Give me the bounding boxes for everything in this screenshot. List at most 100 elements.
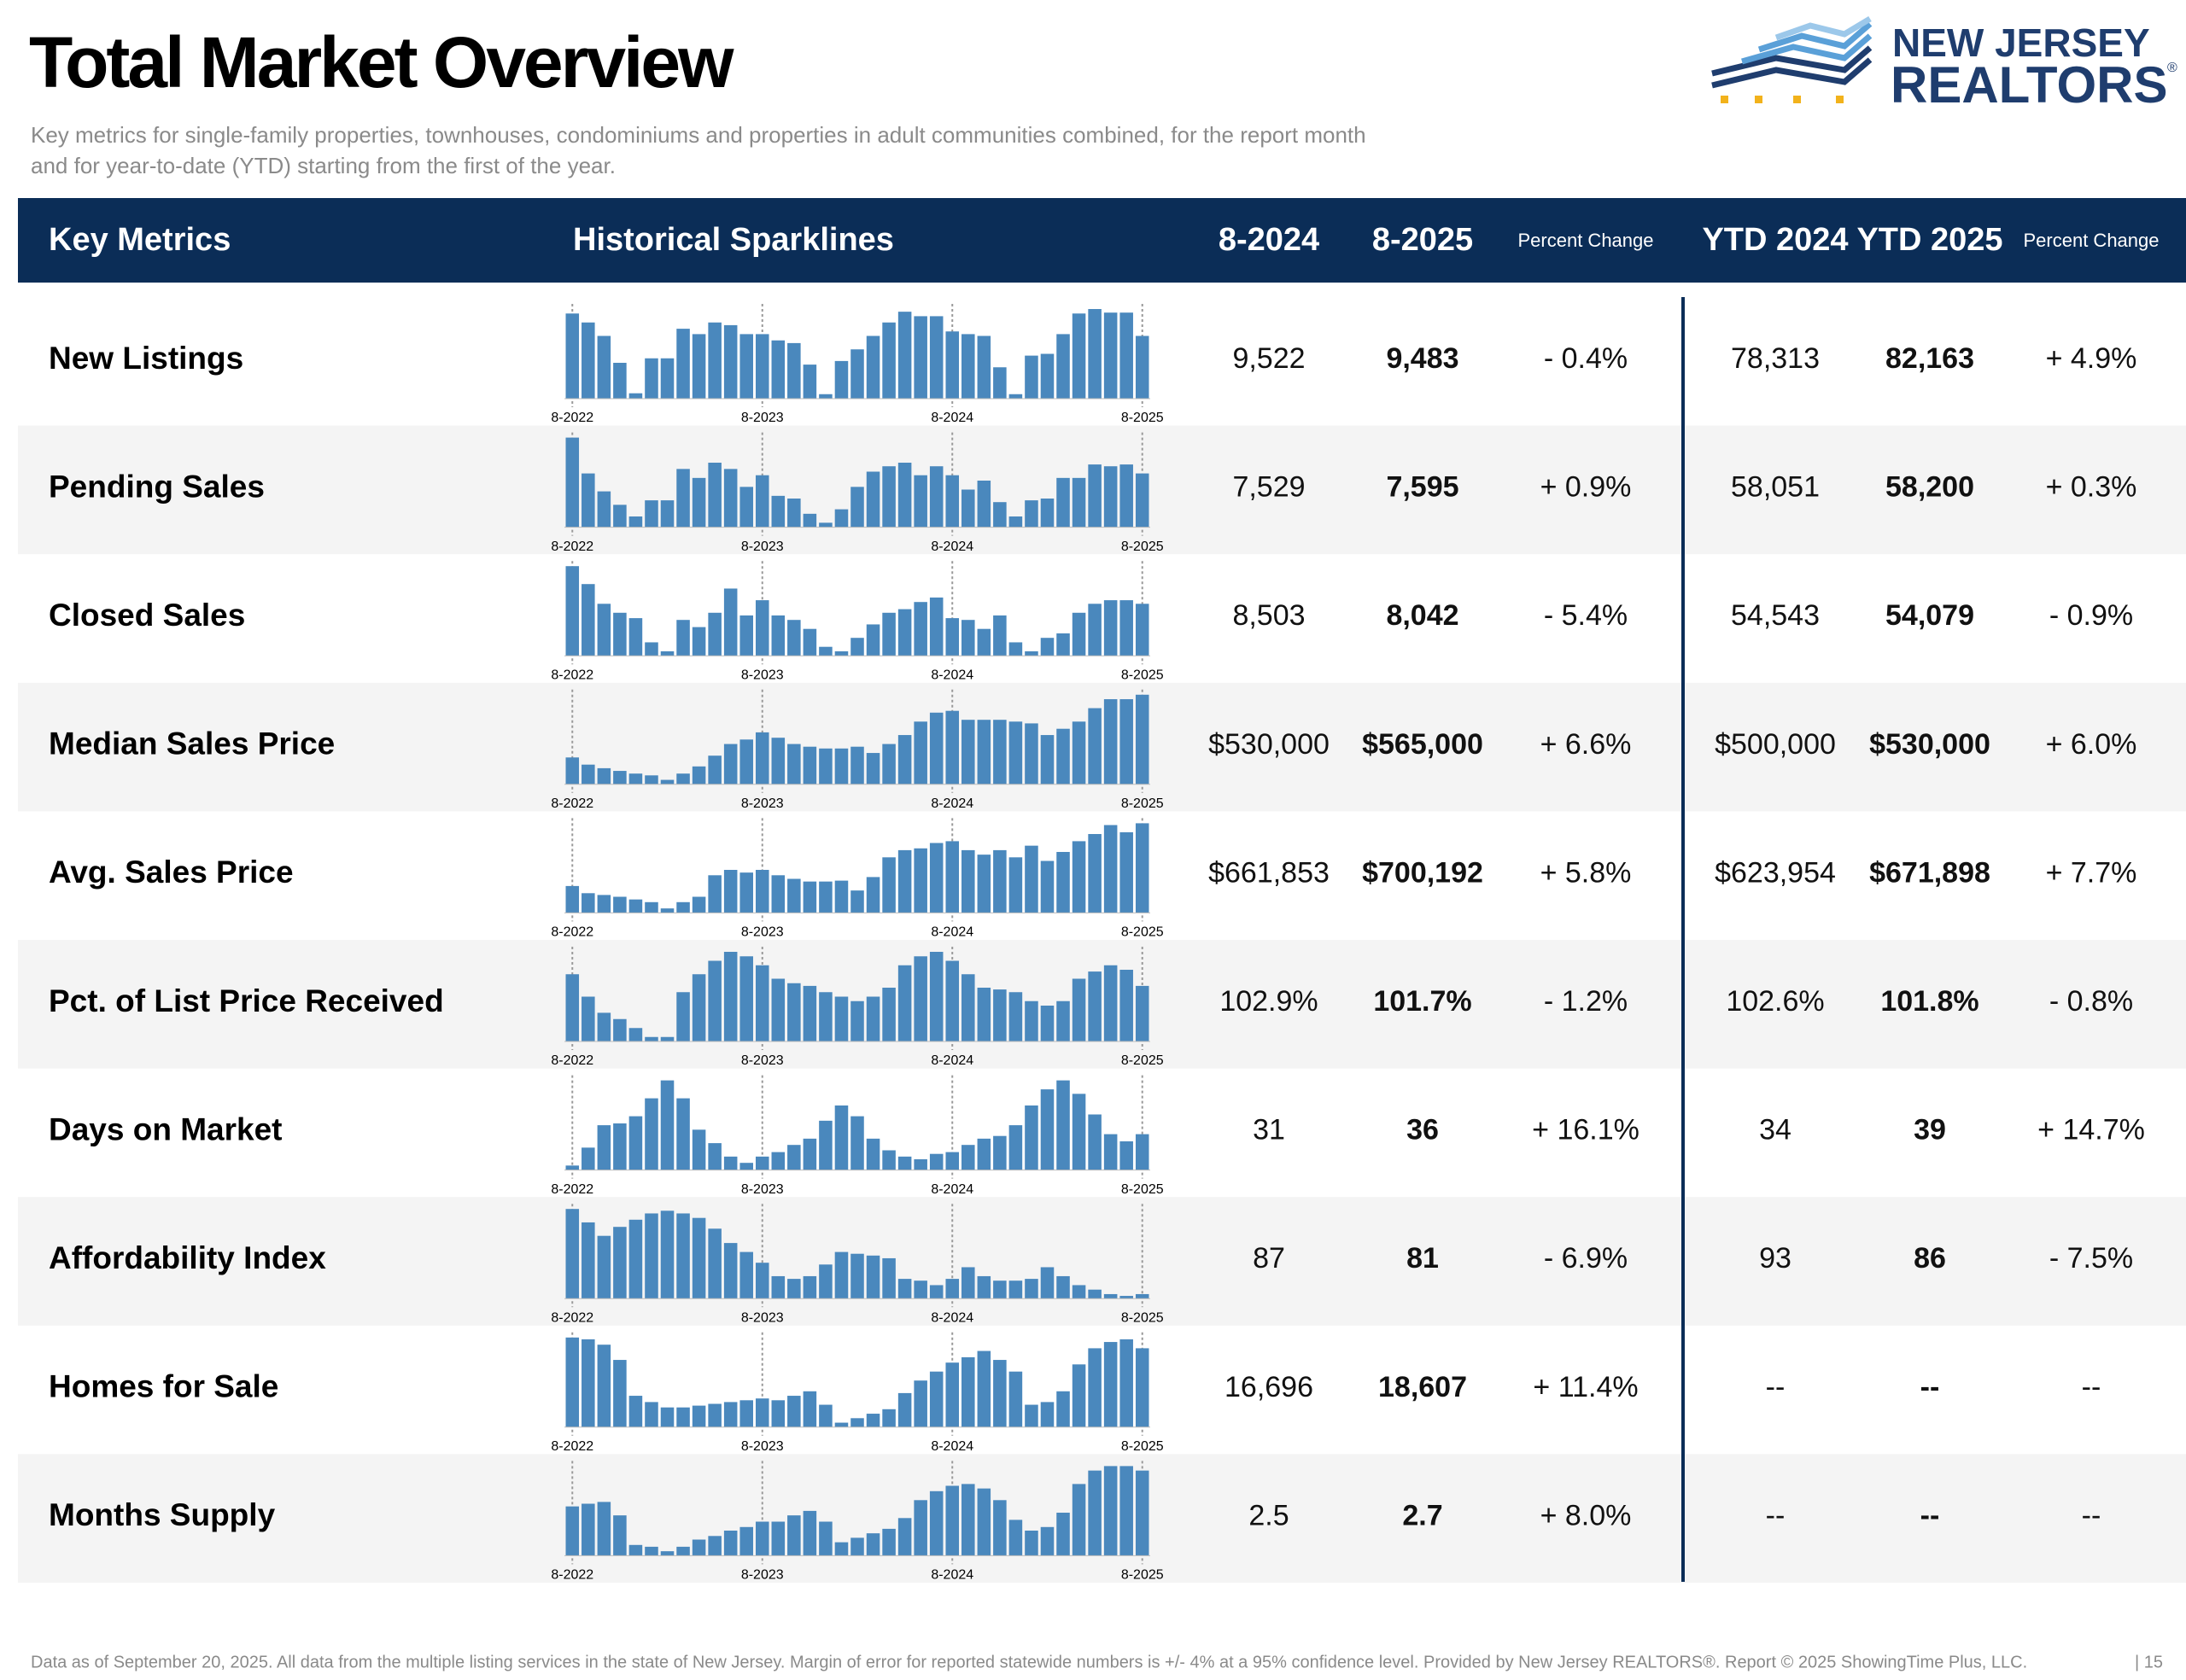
sparkline-bar bbox=[1088, 834, 1102, 913]
sparkline-bar bbox=[660, 1551, 675, 1556]
sparkline-bar bbox=[914, 1159, 927, 1170]
value-cell: 9,522 bbox=[1232, 342, 1305, 375]
sparkline-bar bbox=[582, 1503, 595, 1556]
sparkline-bar bbox=[692, 1129, 706, 1170]
sparkline-bar bbox=[1072, 1094, 1086, 1170]
sparkline-bar bbox=[771, 1400, 786, 1427]
sparkline-bar bbox=[945, 841, 960, 913]
sparkline-bar bbox=[819, 646, 833, 656]
value-cell: 18,607 bbox=[1378, 1371, 1467, 1403]
sparkline-bar bbox=[787, 342, 801, 399]
value-cell: + 7.7% bbox=[2046, 856, 2137, 889]
header-bar bbox=[18, 198, 2186, 283]
sparkline-bar bbox=[676, 620, 690, 656]
row-band bbox=[18, 425, 2186, 555]
value-cell: - 0.8% bbox=[2049, 985, 2133, 1018]
sparkline-label: 8-2023 bbox=[741, 925, 784, 940]
sparkline-bar bbox=[914, 316, 927, 399]
value-cell: 7,595 bbox=[1386, 471, 1458, 504]
sparkline-bar bbox=[1119, 970, 1133, 1041]
sparkline-bar bbox=[819, 881, 833, 913]
sparkline-bar bbox=[645, 1402, 658, 1427]
sparkline-bar bbox=[914, 1280, 927, 1299]
sparkline-bar bbox=[929, 1153, 944, 1170]
column-header: Key Metrics bbox=[49, 222, 231, 258]
sparkline-bar bbox=[1103, 1466, 1118, 1556]
sparkline-bar bbox=[645, 901, 658, 913]
sparkline-bar bbox=[771, 738, 786, 785]
sparkline-bar bbox=[803, 628, 817, 656]
value-cell: 58,051 bbox=[1731, 471, 1820, 504]
value-cell: + 14.7% bbox=[2037, 1114, 2145, 1146]
logo-mark: ® bbox=[2167, 61, 2177, 75]
value-cell: $565,000 bbox=[1362, 728, 1483, 761]
value-cell: $661,853 bbox=[1208, 856, 1330, 889]
sparkline-bar bbox=[660, 500, 675, 528]
row-band bbox=[18, 1197, 2186, 1326]
sparkline-bar bbox=[755, 870, 769, 913]
sparkline-bar bbox=[834, 1105, 849, 1170]
sparkline-bar bbox=[1072, 477, 1086, 528]
value-cell: - 7.5% bbox=[2049, 1242, 2133, 1275]
sparkline-bar bbox=[771, 1152, 786, 1170]
sparkline-bar bbox=[723, 1243, 738, 1299]
sparkline-bar bbox=[929, 1371, 944, 1427]
sparkline-label: 8-2024 bbox=[931, 1439, 973, 1454]
sparkline-bar bbox=[914, 602, 927, 656]
sparkline-bar bbox=[613, 771, 627, 785]
footer-page: | 15 bbox=[2135, 1653, 2163, 1671]
sparkline-bar bbox=[803, 365, 817, 399]
sparkline-bar bbox=[1056, 1275, 1070, 1299]
value-cell: 9,483 bbox=[1386, 342, 1458, 375]
sparkline-bar bbox=[897, 735, 912, 785]
sparkline-bar bbox=[628, 1396, 643, 1427]
sparkline-bar bbox=[771, 495, 786, 528]
sparkline-bar bbox=[613, 1360, 627, 1427]
sparkline-label: 8-2024 bbox=[931, 1053, 973, 1068]
sparkline-bar bbox=[597, 1235, 611, 1299]
sparkline-bar bbox=[708, 960, 722, 1041]
sparkline-bar bbox=[597, 335, 611, 399]
logo-line1: NEW JERSEY bbox=[1892, 20, 2150, 65]
sparkline-label: 8-2025 bbox=[1121, 796, 1164, 811]
sparkline-bar bbox=[1103, 965, 1118, 1041]
sparkline-bar bbox=[1056, 1000, 1070, 1041]
sparkline-bar bbox=[1088, 604, 1102, 656]
sparkline-bar bbox=[771, 1521, 786, 1556]
sparkline-bar bbox=[565, 1506, 580, 1556]
sparkline-bar bbox=[582, 893, 595, 913]
value-cell: + 6.0% bbox=[2046, 728, 2137, 761]
sparkline-bar bbox=[819, 1120, 833, 1170]
sparkline-bar bbox=[645, 1098, 658, 1170]
sparkline-bar bbox=[723, 952, 738, 1041]
sparkline-bar bbox=[803, 1510, 817, 1556]
sparkline-bar bbox=[771, 978, 786, 1041]
value-cell: 102.9% bbox=[1219, 985, 1318, 1018]
value-cell: 78,313 bbox=[1731, 342, 1820, 375]
sparkline-bar bbox=[676, 773, 690, 785]
sparkline-bar bbox=[597, 767, 611, 785]
sparkline-bar bbox=[1103, 1134, 1118, 1170]
sparkline-bar bbox=[723, 588, 738, 656]
sparkline-label: 8-2022 bbox=[551, 540, 593, 554]
sparkline-bar bbox=[582, 473, 595, 528]
sparkline-bar bbox=[882, 857, 896, 913]
sparkline-bar bbox=[1056, 1391, 1070, 1427]
value-cell: + 8.0% bbox=[1540, 1499, 1632, 1531]
sparkline-bar bbox=[1135, 985, 1149, 1041]
sparkline-bar bbox=[676, 901, 690, 913]
sparkline-bar bbox=[929, 712, 944, 785]
sparkline-bar bbox=[628, 618, 643, 656]
sparkline-bar bbox=[945, 960, 960, 1041]
sparkline-label: 8-2024 bbox=[931, 1182, 973, 1197]
sparkline-bar bbox=[1135, 473, 1149, 528]
sparkline-bar bbox=[1135, 1134, 1149, 1170]
sparkline-bar bbox=[1072, 313, 1086, 399]
sparkline-bar bbox=[692, 627, 706, 656]
logo-line2: REALTORS bbox=[1891, 56, 2167, 114]
sparkline-bar bbox=[723, 744, 738, 785]
sparkline-bar bbox=[1088, 464, 1102, 528]
value-cell: -- bbox=[1766, 1371, 1786, 1403]
sparkline-bar bbox=[945, 618, 960, 656]
